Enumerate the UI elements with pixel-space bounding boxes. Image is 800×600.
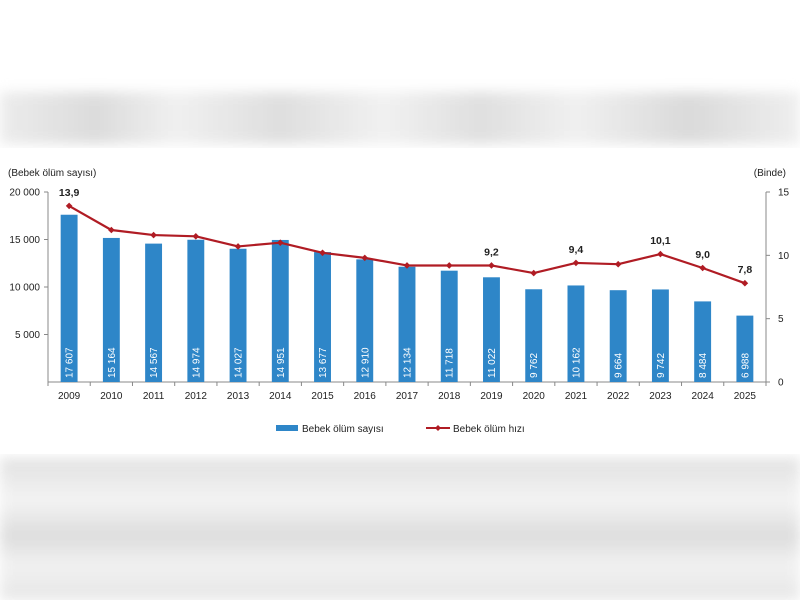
right-axis-tick-label: 0	[778, 378, 784, 389]
bar	[651, 289, 669, 382]
x-axis-tick-label: 2013	[227, 391, 250, 402]
rate-marker	[699, 264, 706, 272]
blurred-background-bottom	[0, 458, 800, 600]
bar-data-label: 9 742	[656, 353, 667, 378]
x-axis-tick-label: 2012	[185, 391, 208, 402]
x-axis-tick-label: 2014	[269, 391, 292, 402]
left-axis-tick-label: 5 000	[15, 330, 40, 341]
bar-data-label: 14 567	[149, 347, 160, 378]
bar	[271, 239, 289, 382]
x-axis-tick-label: 2020	[523, 391, 546, 402]
right-axis-tick-label: 5	[778, 314, 784, 325]
bar-data-label: 15 164	[107, 347, 118, 378]
x-axis-tick-label: 2009	[58, 391, 81, 402]
x-axis-tick-label: 2011	[143, 391, 165, 402]
legend: Bebek ölüm sayısı Bebek ölüm hızı	[276, 424, 525, 435]
chart-card: (Bebek ölüm sayısı) (Binde) 5 000 10 000 1…	[0, 148, 800, 454]
bar-data-label: 10 162	[571, 347, 582, 378]
x-axis-tick-label: 2018	[438, 391, 461, 402]
rate-marker	[741, 279, 749, 287]
bar	[314, 252, 331, 382]
bar	[609, 290, 627, 382]
bar	[440, 270, 458, 382]
left-axis-tick-label: 20 000	[9, 188, 40, 199]
bar-data-label: 14 951	[276, 347, 287, 378]
rate-marker	[530, 269, 538, 277]
bar-data-label: 6 988	[740, 353, 751, 378]
bar-data-label: 12 134	[403, 347, 414, 378]
x-axis-tick-label: 2024	[692, 391, 715, 402]
bar-data-label: 14 027	[234, 347, 245, 378]
legend-swatch-bar	[276, 425, 298, 431]
blurred-background-top	[0, 92, 800, 144]
rate-marker	[361, 254, 369, 262]
rate-data-label: 9,2	[484, 246, 499, 258]
rate-marker	[657, 250, 664, 258]
rate-marker	[488, 262, 495, 269]
bar-data-label: 13 677	[318, 347, 329, 378]
right-axis-tick-label: 10	[778, 251, 790, 262]
bar	[736, 315, 754, 382]
x-axis-labels: 2009 2010 2011 2012 2013 2014 2015 2016 2017 2018…	[58, 391, 756, 402]
x-axis-tick-label: 2021	[565, 391, 588, 402]
x-axis-tick-label: 2015	[311, 391, 334, 402]
x-axis-tick-label: 2010	[100, 391, 123, 402]
bar	[145, 243, 163, 382]
bar-series: 17 607 15 164 14 567 14 974 14 027 14 951 13 6…	[60, 214, 754, 382]
bar	[567, 285, 585, 382]
bar	[694, 301, 712, 382]
line-series: 13,9 9,2 9,4 10,1 9,0 7,8	[59, 187, 752, 287]
bar	[483, 277, 500, 382]
right-axis-tick-label: 15	[778, 188, 790, 199]
rate-data-label: 7,8	[738, 264, 753, 276]
combo-chart: (Bebek ölüm sayısı) (Binde) 5 000 10 000 1…	[8, 168, 790, 435]
rate-data-label: 9,0	[695, 249, 710, 261]
rate-data-label: 9,4	[569, 244, 584, 256]
bar-data-label: 9 762	[529, 353, 540, 378]
rate-marker	[403, 262, 411, 269]
bar-data-label: 11 718	[445, 348, 456, 378]
rate-marker	[108, 226, 115, 234]
bar-data-label: 14 974	[191, 347, 202, 378]
right-axis-title: (Binde)	[754, 168, 786, 179]
bar-data-label: 9 664	[614, 353, 625, 378]
bar	[356, 259, 374, 382]
legend-label-bar: Bebek ölüm sayısı	[302, 424, 384, 435]
legend-label-line: Bebek ölüm hızı	[453, 424, 525, 435]
bar-data-label: 12 910	[360, 347, 371, 378]
rate-marker	[150, 231, 157, 239]
bar-data-label: 17 607	[65, 347, 76, 378]
rate-marker	[614, 260, 622, 268]
rate-marker	[192, 233, 200, 240]
rate-data-label: 10,1	[650, 235, 671, 247]
bar	[525, 289, 543, 382]
left-axis-title: (Bebek ölüm sayısı)	[8, 168, 96, 179]
bar	[187, 239, 205, 382]
bar	[398, 266, 416, 382]
rate-marker	[445, 262, 453, 269]
rate-data-label: 13,9	[59, 187, 80, 199]
rate-marker	[572, 259, 580, 267]
bar-data-label: 8 484	[698, 353, 709, 378]
left-axis-tick-label: 15 000	[9, 235, 40, 246]
bar	[60, 214, 78, 382]
left-axis-tick-label: 10 000	[9, 283, 40, 294]
bar-data-label: 11 022	[487, 348, 498, 378]
bar	[229, 248, 247, 382]
x-axis-tick-label: 2016	[354, 391, 377, 402]
legend-marker-line	[435, 425, 441, 431]
x-axis-tick-label: 2023	[649, 391, 672, 402]
x-axis-tick-label: 2025	[734, 391, 757, 402]
x-axis-tick-label: 2022	[607, 391, 630, 402]
x-axis-tick-label: 2019	[480, 391, 503, 402]
bar	[102, 237, 120, 382]
x-axis-tick-label: 2017	[396, 391, 419, 402]
